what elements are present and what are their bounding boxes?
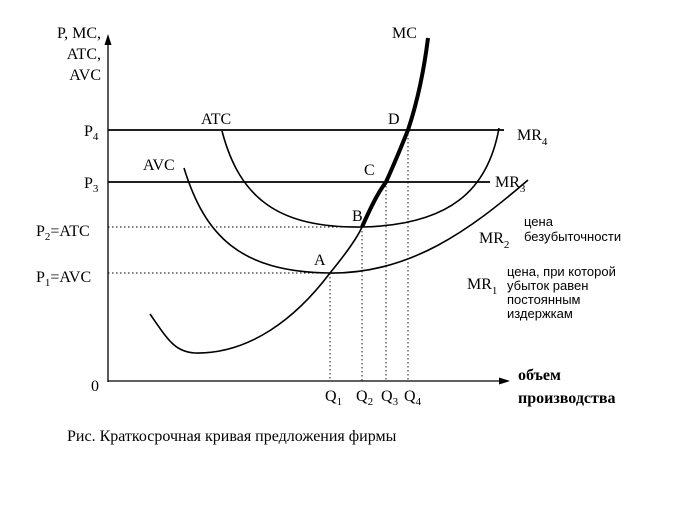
- shutdown-annotation: цена, при которой убыток равен постоянны…: [507, 264, 616, 321]
- point-d-label: D: [388, 111, 400, 128]
- svg-text:P, MC,: P, MC,: [57, 25, 101, 42]
- mc-label: MC: [392, 25, 417, 42]
- svg-text:цена, при которой: цена, при которой: [507, 264, 616, 279]
- x-axis-arrow: [499, 377, 510, 385]
- avc-label: AVC: [143, 157, 175, 174]
- price-label-p1: P1=AVC: [36, 269, 91, 289]
- mc-curve-lower: [149, 226, 363, 354]
- x-axis-label: объем производства: [518, 367, 616, 407]
- quantity-label-q2: Q2: [356, 388, 373, 408]
- breakeven-annotation: цена безубыточности: [524, 214, 621, 244]
- mr4-label: MR4: [517, 127, 548, 148]
- svg-text:производства: производства: [518, 390, 616, 407]
- svg-text:постоянным: постоянным: [507, 292, 581, 307]
- svg-text:убыток равен: убыток равен: [507, 278, 588, 293]
- svg-text:объем: объем: [518, 367, 561, 384]
- svg-text:AVC: AVC: [69, 67, 101, 84]
- price-label-p4: P4: [84, 123, 99, 143]
- svg-text:цена: цена: [524, 214, 554, 229]
- quantity-label-q3: Q3: [381, 388, 399, 408]
- quantity-label-q1: Q1: [325, 388, 342, 408]
- point-c-label: C: [364, 162, 375, 179]
- y-axis-label: P, MC, ATC, AVC: [57, 25, 101, 84]
- svg-text:ATC,: ATC,: [67, 46, 101, 63]
- y-axis-arrow: [104, 34, 112, 45]
- svg-text:издержкам: издержкам: [507, 306, 573, 321]
- mr3-label: MR3: [495, 174, 526, 195]
- quantity-label-q4: Q4: [404, 388, 422, 408]
- point-b-label: B: [352, 208, 363, 225]
- point-a-label: A: [314, 252, 326, 269]
- mr2-label: MR2: [479, 230, 509, 251]
- origin-label: 0: [91, 378, 99, 395]
- supply-curve-mc-segment: [360, 37, 430, 228]
- price-label-p3: P3: [84, 175, 99, 195]
- guide-lines: [108, 130, 409, 381]
- mr1-label: MR1: [467, 276, 497, 297]
- figure-caption: Рис. Краткосрочная кривая предложения фи…: [67, 428, 397, 445]
- atc-label: ATC: [201, 111, 231, 128]
- svg-text:безубыточности: безубыточности: [524, 229, 621, 244]
- price-label-p2: P2=ATC: [36, 223, 90, 243]
